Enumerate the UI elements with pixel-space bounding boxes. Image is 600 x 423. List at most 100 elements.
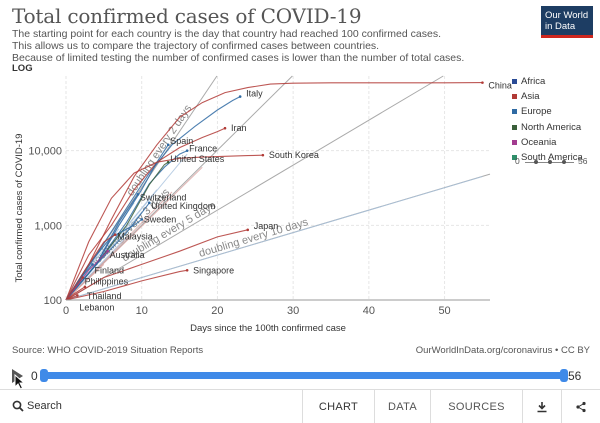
series-line [65,82,483,301]
legend-item-north-america[interactable]: North America [512,120,583,135]
legend-slider-dot [534,160,538,164]
series-label: Italy [246,89,263,99]
series-end-point [147,201,151,205]
legend-label: Asia [521,91,540,103]
timeline-track[interactable] [44,372,564,379]
subtitle-line: The starting point for each country is t… [12,28,441,40]
search-label: Search [27,400,62,412]
timeline-end-handle[interactable] [560,369,568,382]
x-tick-label: 10 [136,305,148,317]
legend-item-south-america[interactable]: South America [512,150,583,165]
timeline: 0 56 [0,364,600,390]
legend-slider-dot [562,160,566,164]
series-end-point [136,193,140,196]
series-line [65,277,84,301]
series-label: Switzerland [140,192,187,202]
y-tick-label: 1,000 [34,220,62,232]
series-label: Finland [95,265,125,275]
background-series-line [65,176,483,301]
series-label: United Kingdom [151,201,215,211]
legend-item-europe[interactable]: Europe [512,104,583,119]
series-line [65,154,263,301]
series-end-point [91,263,94,266]
share-button[interactable] [561,390,600,423]
legend-item-africa[interactable]: Africa [512,74,583,89]
series-label: Spain [170,136,193,146]
legend-swatch [512,94,517,100]
series-end-point [185,268,189,272]
reference-line-label: doubling every 2 days [125,102,195,198]
legend-item-oceania[interactable]: Oceania [512,135,583,150]
legend-label: Europe [521,106,552,118]
subtitle-line: This allows us to compare the trajectory… [12,40,380,52]
scale-toggle[interactable]: LOG [12,63,33,74]
series-end-point [81,276,84,279]
x-tick-label: 20 [211,305,223,317]
timeline-start-handle[interactable] [40,369,48,382]
legend-swatch [512,109,517,115]
download-button[interactable] [522,390,561,423]
x-tick-label: 40 [363,305,375,317]
series-label: Lebanon [79,302,114,312]
legend-size-slider[interactable]: 0 56 [512,155,592,169]
series-label: Thailand [87,291,122,301]
series-end-point [166,160,170,164]
share-icon [576,401,586,413]
series-label: Australia [110,250,145,260]
series-label: Malaysia [117,232,153,242]
legend-label: Oceania [521,136,557,148]
owid-logo[interactable]: Our World in Data [541,6,593,38]
y-axis-title: Total confirmed cases of COVID-19 [14,134,25,283]
logo-line: Our World [545,10,589,21]
tab-sources[interactable]: SOURCES [430,390,522,423]
source-note[interactable]: Source: WHO COVID-2019 Situation Reports [12,345,204,356]
tab-data[interactable]: DATA [374,390,430,423]
search-icon [12,400,24,412]
series-label: Sweden [144,214,177,224]
x-axis-title: Days since the 100th confirmed case [190,323,346,334]
series-end-point [106,249,109,253]
series-end-point [113,233,117,236]
background-series-line [65,166,203,301]
legend-label: Africa [521,76,546,88]
legend-swatch [512,124,517,130]
series-end-point [76,294,79,297]
legend-swatch [512,155,517,161]
chart-subtitle: The starting point for each country is t… [12,28,492,64]
series-end-point [246,228,250,232]
legend-swatch [512,139,517,145]
series-end-point [261,153,265,157]
subtitle-line: Because of limited testing the number of… [12,52,465,64]
y-tick-label: 10,000 [28,146,62,158]
series-end-point [481,81,484,84]
download-icon [537,402,547,413]
x-tick-label: 50 [438,305,450,317]
license-note[interactable]: OurWorldInData.org/coronavirus • CC BY [415,345,590,356]
series-end-point [140,218,144,221]
series-label: France [189,144,217,154]
timeline-start-label: 0 [31,369,38,383]
legend-swatch [512,79,517,85]
legend-item-asia[interactable]: Asia [512,89,583,104]
series-label: China [488,81,512,91]
y-tick-label: 100 [44,295,62,307]
legend-slider-min: 0 [515,156,520,166]
toolbar: Search CHART DATA SOURCES [0,389,600,423]
series-end-point [166,143,170,147]
series-line [65,294,78,301]
legend-label: North America [521,121,582,133]
search-button[interactable]: Search [12,400,62,412]
series-label: South Korea [269,150,319,160]
legend-slider-max: 56 [578,156,588,166]
series-line [65,269,188,301]
series-line [65,96,241,301]
series-end-point [238,95,242,98]
series-label: Japan [254,221,279,231]
tab-chart[interactable]: CHART [302,390,374,423]
series-label: Philippines [85,277,129,287]
axes: 0 10 20 30 40 50 100 1,000 10,000 Days since the … [14,134,490,334]
chart-title: Total confirmed cases of COVID-19 [12,4,362,28]
